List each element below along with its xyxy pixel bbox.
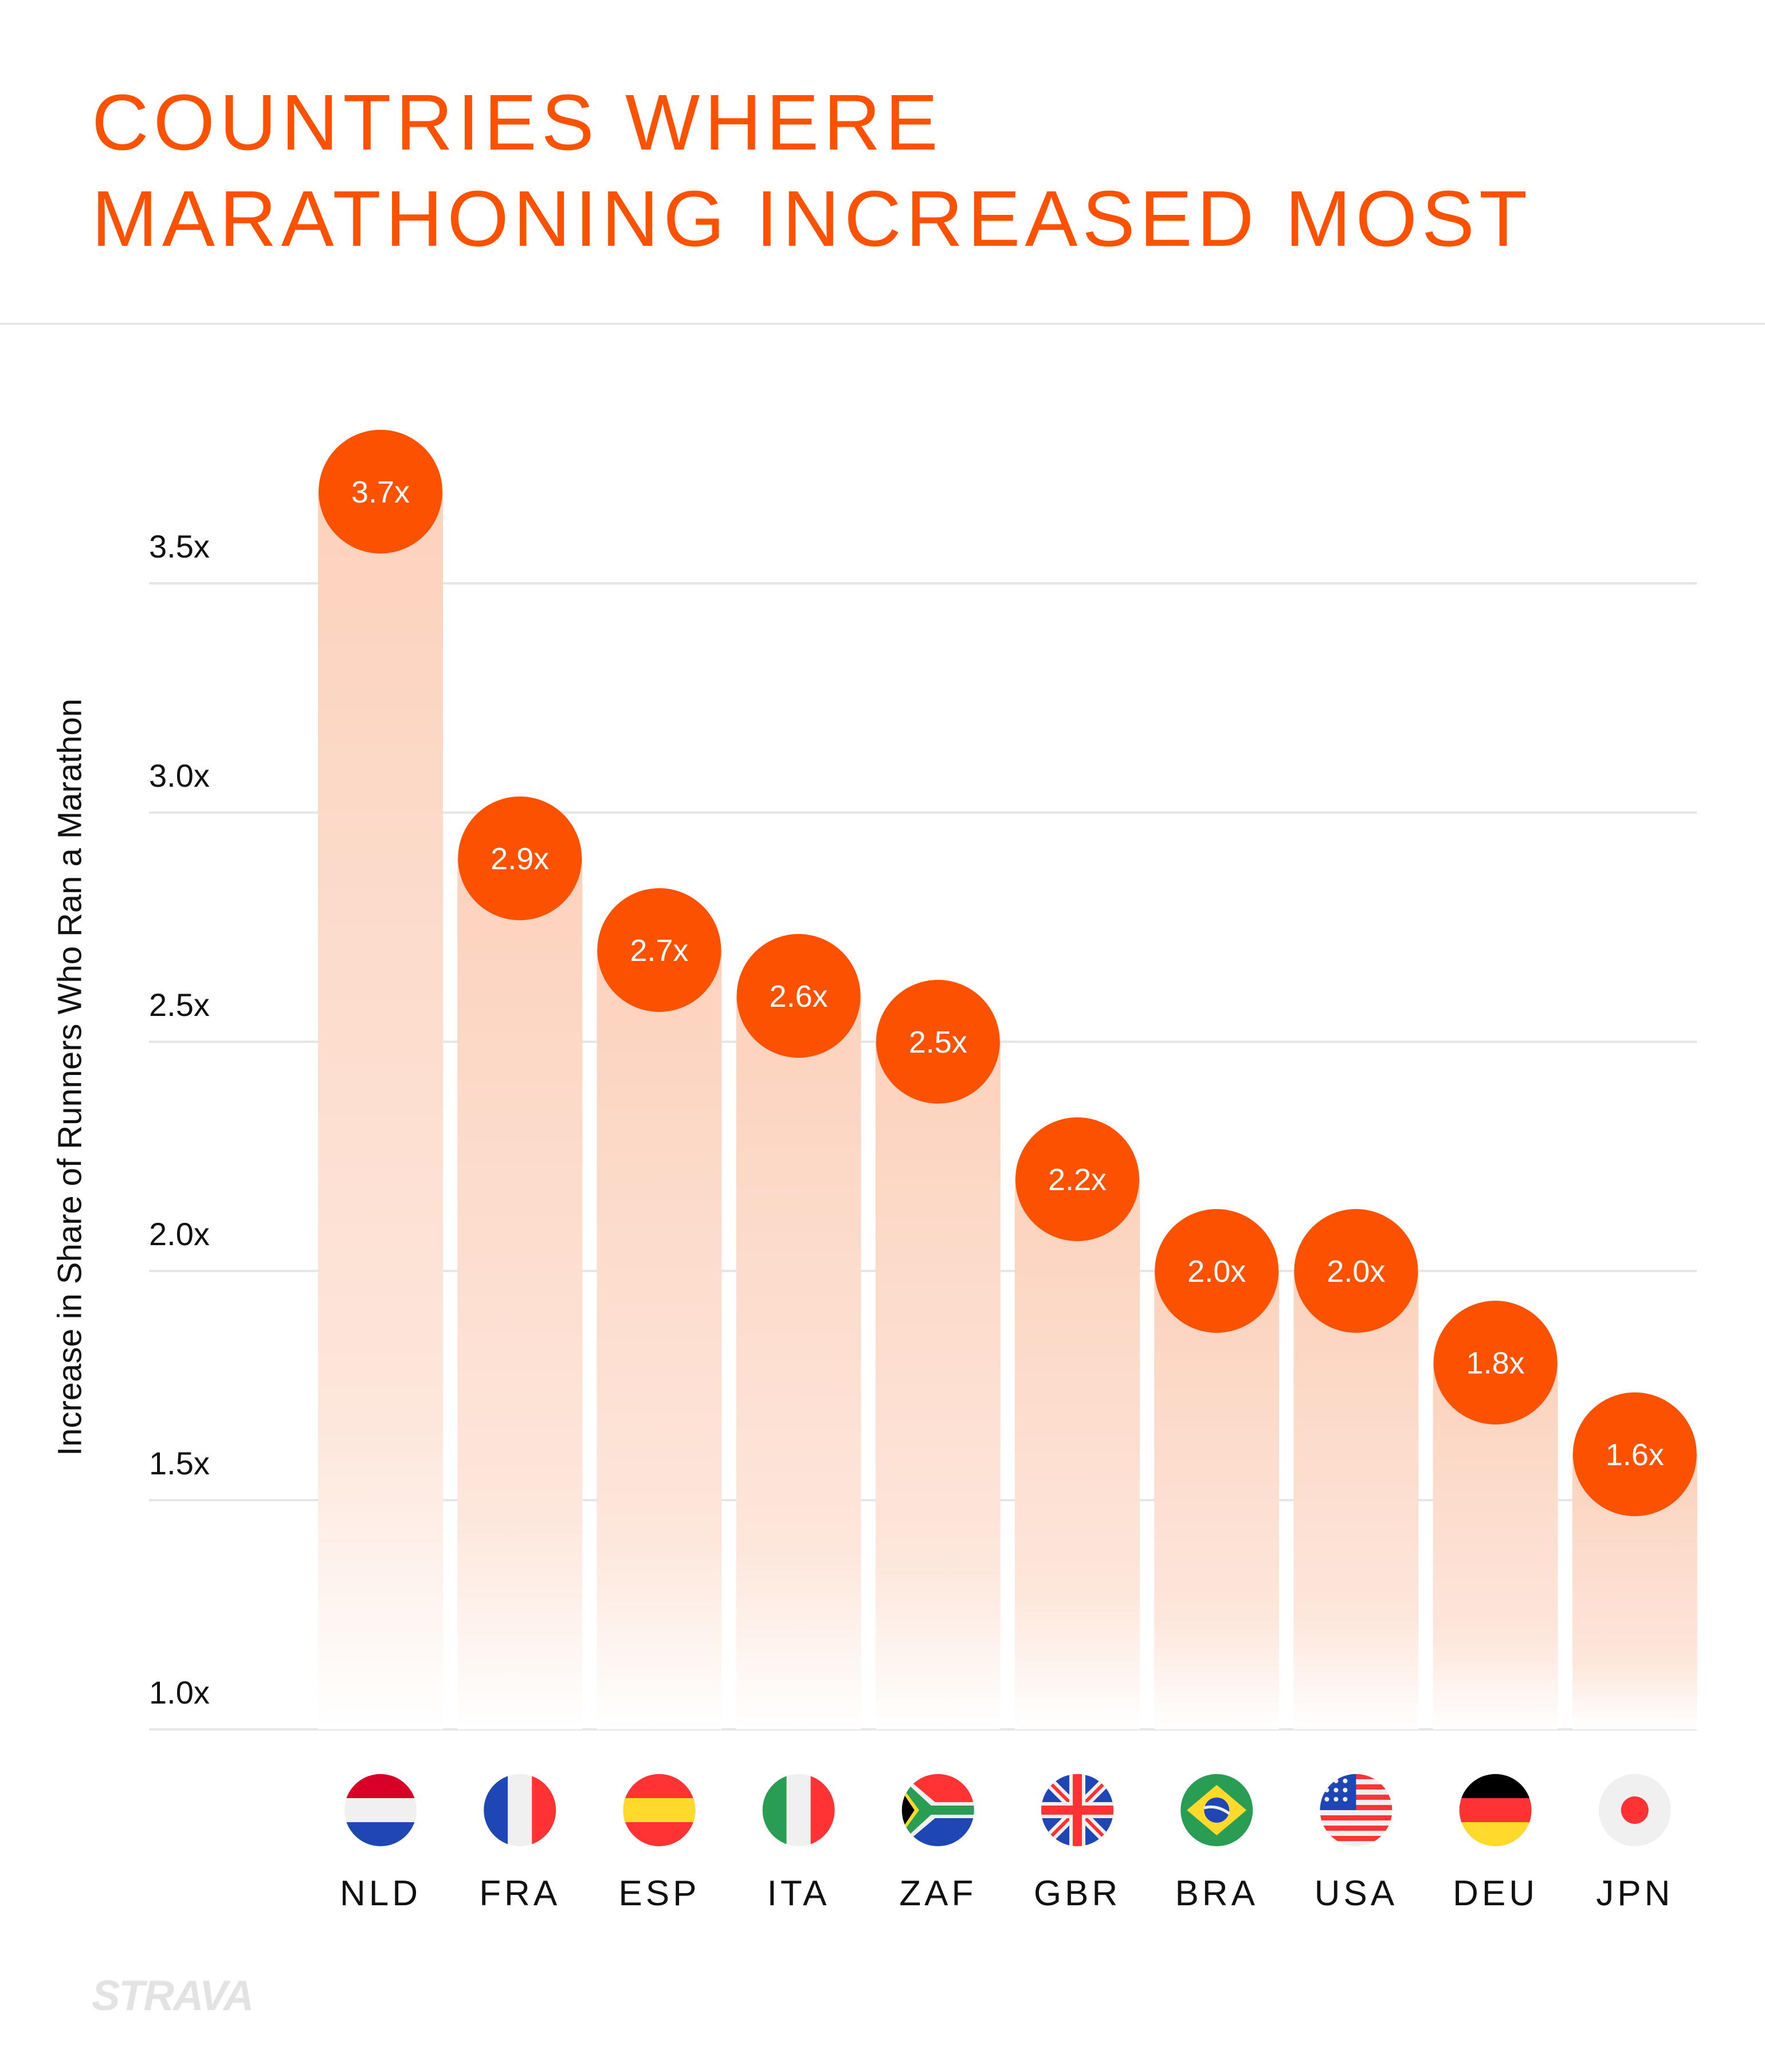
data-label: 2.0x (1187, 1254, 1246, 1289)
value-bubble (876, 980, 1000, 1104)
title-line-2: MARATHONING INCREASED MOST (92, 175, 1532, 263)
value-bubble (1015, 1117, 1139, 1241)
x-tick-label: ZAF (899, 1874, 976, 1913)
germany-flag-icon (1459, 1774, 1532, 1846)
data-label: 2.2x (1048, 1163, 1107, 1197)
data-label: 2.9x (491, 842, 549, 876)
value-bubble (458, 796, 582, 920)
data-label: 2.0x (1327, 1254, 1385, 1289)
x-tick-label: ITA (767, 1874, 830, 1913)
data-label: 3.7x (351, 475, 410, 509)
y-tick-label: 2.0x (149, 1216, 210, 1252)
uk-flag-icon (1041, 1774, 1113, 1846)
bar (736, 996, 861, 1729)
bar (457, 858, 583, 1729)
value-bubble (319, 430, 442, 554)
x-tick-label: USA (1315, 1874, 1398, 1913)
value-bubble (1572, 1392, 1697, 1516)
x-tick-label: BRA (1175, 1874, 1258, 1913)
data-label: 2.7x (630, 933, 688, 968)
bar (1154, 1271, 1280, 1729)
header-divider (0, 323, 1765, 325)
japan-flag-icon (1598, 1774, 1671, 1846)
data-label: 1.8x (1466, 1346, 1525, 1380)
netherlands-flag-icon (344, 1774, 417, 1846)
title-line-1: COUNTRIES WHERE (92, 79, 943, 167)
data-label: 2.6x (770, 979, 828, 1014)
x-tick-label: FRA (479, 1874, 560, 1913)
x-tick-label: DEU (1453, 1874, 1538, 1913)
south-africa-flag-icon (901, 1774, 974, 1846)
x-tick-label: NLD (340, 1874, 421, 1913)
x-tick-label: GBR (1034, 1874, 1121, 1913)
value-bubble (1294, 1209, 1418, 1333)
y-tick-label: 2.5x (149, 987, 210, 1023)
data-label: 2.5x (909, 1025, 967, 1059)
value-bubble (1433, 1301, 1558, 1424)
bar (597, 950, 722, 1729)
france-flag-icon (484, 1774, 556, 1846)
x-tick-label: ESP (618, 1874, 700, 1913)
spain-flag-icon (623, 1774, 696, 1846)
y-tick-label: 1.5x (149, 1445, 210, 1481)
x-tick-label: JPN (1596, 1874, 1673, 1913)
value-bubble (1155, 1209, 1279, 1333)
chart-title: COUNTRIES WHERE MARATHONING INCREASED MO… (92, 74, 1532, 267)
bar (875, 1042, 1001, 1729)
y-tick-label: 1.0x (149, 1674, 210, 1710)
bar (1293, 1271, 1419, 1729)
y-tick-label: 3.0x (149, 758, 210, 794)
usa-flag-icon (1320, 1774, 1393, 1846)
bar (318, 492, 443, 1729)
strava-logo: STRAVA (92, 1972, 254, 2019)
italy-flag-icon (762, 1774, 835, 1846)
value-bubble (736, 934, 861, 1058)
data-label: 1.6x (1606, 1438, 1664, 1472)
y-tick-label: 3.5x (149, 528, 210, 564)
value-bubble (597, 888, 721, 1012)
bar (1015, 1179, 1140, 1729)
brazil-flag-icon (1180, 1774, 1253, 1846)
